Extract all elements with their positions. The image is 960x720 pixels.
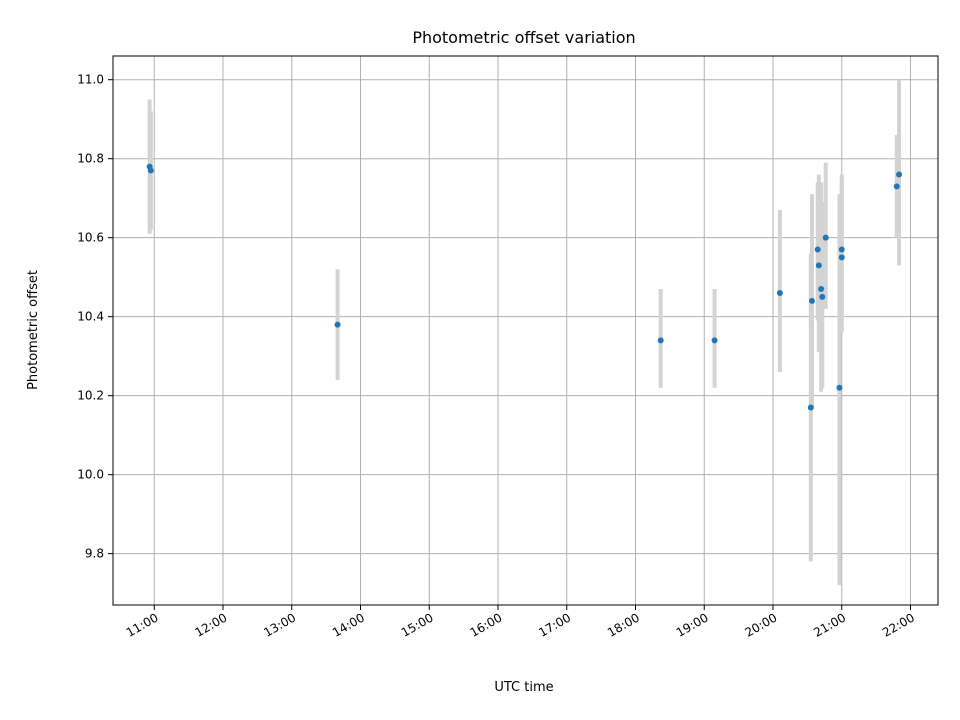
data-point (807, 404, 814, 411)
y-tick-label: 9.8 (85, 547, 104, 561)
data-point (815, 262, 822, 269)
grid (113, 56, 938, 605)
x-tick-label: 16:00 (468, 610, 505, 639)
y-tick-label: 11.0 (77, 73, 104, 87)
data-point (838, 254, 845, 261)
y-axis-label: Photometric offset (26, 270, 41, 390)
x-tick-label: 12:00 (193, 610, 230, 639)
y-tick-label: 10.0 (77, 468, 104, 482)
x-tick-label: 20:00 (743, 610, 780, 639)
x-tick-label: 22:00 (880, 610, 917, 639)
x-tick-label: 14:00 (330, 610, 367, 639)
data-point (838, 246, 845, 253)
data-point (657, 337, 664, 344)
y-tick-label: 10.4 (77, 310, 104, 324)
y-tick-label: 10.8 (77, 152, 104, 166)
error-bars (147, 79, 902, 586)
data-point (896, 171, 903, 178)
data-point (819, 293, 826, 300)
data-point (334, 321, 341, 328)
x-tick-label: 15:00 (399, 610, 436, 639)
data-point (893, 183, 900, 190)
y-axis-ticks: 9.8 10.0 10.2 10.4 10.6 10.8 11.0 (77, 73, 113, 561)
x-tick-label: 17:00 (536, 610, 573, 639)
plot-frame (112, 55, 939, 606)
data-point (776, 289, 783, 296)
x-tick-label: 18:00 (605, 610, 642, 639)
chart-title: Photometric offset variation (412, 28, 635, 47)
x-axis-label: UTC time (494, 680, 553, 695)
data-point (818, 286, 825, 293)
x-axis-ticks: 11:00 12:00 13:00 14:00 15:00 16:00 17:00 18:00… (124, 605, 917, 640)
data-points (146, 163, 903, 411)
y-tick-label: 10.2 (77, 389, 104, 403)
y-tick-label: 10.6 (77, 231, 104, 245)
data-point (808, 297, 815, 304)
x-tick-label: 11:00 (124, 610, 161, 639)
data-point (814, 246, 821, 253)
data-point (822, 234, 829, 241)
data-point (711, 337, 718, 344)
data-point (147, 167, 154, 174)
x-tick-label: 13:00 (261, 610, 298, 639)
x-tick-label: 19:00 (674, 610, 711, 639)
x-tick-label: 21:00 (811, 610, 848, 639)
data-point (836, 384, 843, 391)
